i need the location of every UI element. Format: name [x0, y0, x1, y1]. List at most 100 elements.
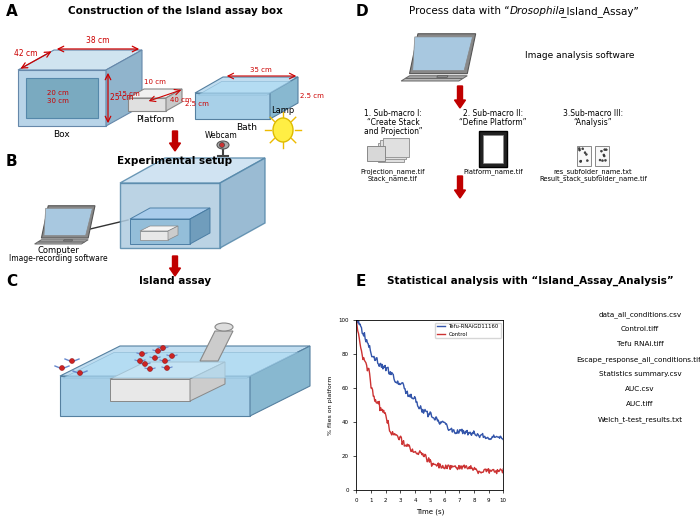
Text: 35 cm: 35 cm: [250, 67, 272, 73]
Polygon shape: [166, 89, 182, 111]
Text: Projection_name.tif
Stack_name.tif: Projection_name.tif Stack_name.tif: [360, 168, 426, 183]
Circle shape: [153, 356, 158, 361]
X-axis label: Time (s): Time (s): [416, 508, 444, 515]
Legend: Tefu-RNAiGD11160, Control: Tefu-RNAiGD11160, Control: [435, 322, 500, 338]
Polygon shape: [454, 176, 466, 198]
Text: Box: Box: [54, 130, 71, 139]
Circle shape: [599, 159, 601, 161]
Text: Welch_t-test_results.txt: Welch_t-test_results.txt: [597, 416, 682, 423]
Polygon shape: [410, 34, 476, 74]
Text: 38 cm: 38 cm: [86, 36, 110, 45]
Polygon shape: [405, 76, 468, 78]
Text: Computer: Computer: [37, 246, 79, 255]
Text: 30 cm: 30 cm: [47, 98, 69, 104]
Ellipse shape: [215, 323, 233, 331]
Circle shape: [139, 351, 144, 357]
Polygon shape: [437, 76, 448, 77]
Circle shape: [587, 159, 588, 162]
Polygon shape: [110, 362, 225, 379]
Circle shape: [578, 148, 580, 150]
Text: 3.Sub-macro III:: 3.Sub-macro III:: [563, 109, 623, 118]
Text: 2.5 cm: 2.5 cm: [300, 93, 324, 99]
Text: Escape_response_all_conditions.tiff: Escape_response_all_conditions.tiff: [576, 356, 700, 363]
Circle shape: [604, 159, 606, 162]
Text: 25 cm: 25 cm: [110, 93, 134, 103]
Circle shape: [603, 154, 605, 156]
Polygon shape: [169, 256, 181, 276]
Circle shape: [169, 353, 174, 359]
Text: Platform: Platform: [136, 115, 174, 124]
Text: Experimental setup: Experimental setup: [118, 156, 232, 166]
Polygon shape: [140, 226, 178, 231]
Text: 42 cm: 42 cm: [14, 49, 38, 58]
Text: Statistical analysis with “Island_Assay_Analysis”: Statistical analysis with “Island_Assay_…: [386, 276, 673, 286]
Polygon shape: [18, 70, 106, 126]
Polygon shape: [38, 240, 88, 242]
Circle shape: [603, 149, 606, 151]
Circle shape: [580, 160, 582, 162]
Polygon shape: [198, 82, 290, 95]
Text: AUC.csv: AUC.csv: [625, 386, 654, 392]
Circle shape: [60, 365, 64, 370]
Circle shape: [78, 370, 83, 376]
Text: 1. Sub-macro I:: 1. Sub-macro I:: [364, 109, 422, 118]
Polygon shape: [190, 208, 210, 244]
Text: _Island_Assay”: _Island_Assay”: [558, 6, 638, 17]
Text: “Define Platform”: “Define Platform”: [459, 118, 526, 127]
Text: AUC.tiff: AUC.tiff: [626, 401, 654, 407]
Text: D: D: [356, 4, 369, 19]
Polygon shape: [190, 362, 225, 401]
Polygon shape: [130, 219, 190, 244]
Circle shape: [580, 160, 582, 163]
Polygon shape: [454, 86, 466, 108]
Text: 10 cm: 10 cm: [144, 79, 166, 85]
Ellipse shape: [217, 141, 229, 149]
Text: 2. Sub-macro II:: 2. Sub-macro II:: [463, 109, 523, 118]
Text: E: E: [356, 274, 366, 289]
Text: B: B: [6, 154, 18, 169]
Circle shape: [69, 359, 74, 363]
Text: Process data with “: Process data with “: [410, 6, 510, 16]
Polygon shape: [377, 142, 403, 162]
Ellipse shape: [273, 118, 293, 142]
Text: 40 cm: 40 cm: [170, 97, 192, 103]
Text: Platform_name.tif: Platform_name.tif: [463, 168, 523, 175]
Text: “Create Stack: “Create Stack: [367, 118, 419, 127]
Polygon shape: [128, 89, 182, 98]
Polygon shape: [250, 346, 310, 416]
Polygon shape: [200, 331, 233, 361]
Circle shape: [220, 142, 225, 148]
Circle shape: [162, 359, 167, 363]
Circle shape: [137, 359, 143, 363]
Text: and Projection”: and Projection”: [364, 127, 422, 136]
Polygon shape: [413, 37, 473, 71]
Circle shape: [155, 348, 160, 353]
Text: Lamp: Lamp: [272, 106, 295, 115]
Polygon shape: [270, 77, 298, 119]
Text: A: A: [6, 4, 18, 19]
Circle shape: [579, 149, 580, 151]
Polygon shape: [195, 77, 298, 93]
Text: Bath: Bath: [236, 123, 257, 132]
Polygon shape: [60, 376, 250, 416]
Polygon shape: [380, 140, 406, 159]
Text: Tefu RNAi.tiff: Tefu RNAi.tiff: [617, 341, 664, 347]
Circle shape: [160, 346, 165, 350]
Text: 20 cm: 20 cm: [47, 90, 69, 96]
Text: Control.tiff: Control.tiff: [621, 326, 659, 332]
Text: 15 cm: 15 cm: [118, 91, 140, 97]
Polygon shape: [195, 93, 270, 119]
Circle shape: [603, 155, 606, 157]
Circle shape: [164, 365, 169, 370]
Text: Statistics summary.csv: Statistics summary.csv: [598, 371, 681, 377]
Text: Image-recording software: Image-recording software: [8, 254, 107, 263]
Polygon shape: [63, 352, 298, 378]
Polygon shape: [44, 208, 92, 235]
Polygon shape: [110, 379, 190, 401]
Circle shape: [582, 148, 584, 150]
Polygon shape: [60, 346, 310, 376]
Polygon shape: [128, 98, 166, 111]
Text: Construction of the Island assay box: Construction of the Island assay box: [68, 6, 282, 16]
Polygon shape: [401, 78, 463, 81]
Text: res_subfolder_name.txt
Result_stack_subfolder_name.tif: res_subfolder_name.txt Result_stack_subf…: [539, 168, 647, 183]
